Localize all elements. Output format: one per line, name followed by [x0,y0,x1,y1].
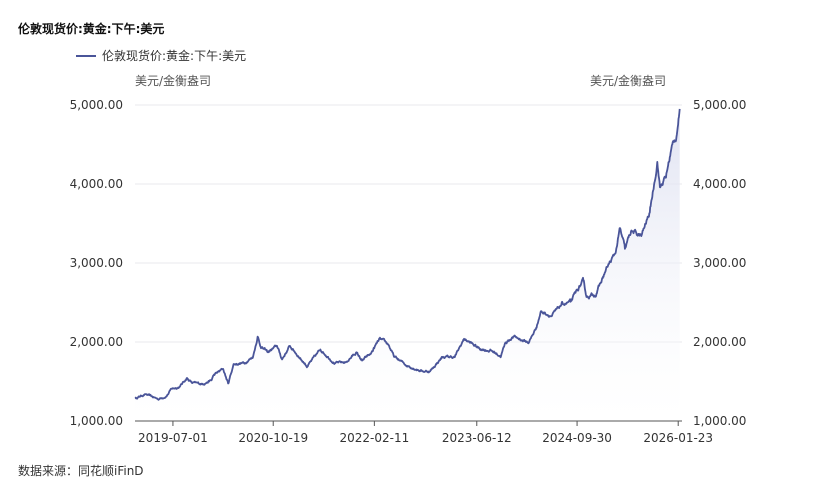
y-tick-left-label: 5,000.00 [70,98,123,112]
legend-label: 伦敦现货价:黄金:下午:美元 [102,49,247,63]
x-ticks: 2019-07-01 2020-10-19 2022-02-11 2023-06-12… [138,421,713,445]
series-area-fill [135,108,680,422]
y-tick-left-label: 3,000.00 [70,256,123,270]
y-tick-right-label: 5,000.00 [693,98,746,112]
y-tick-right-label: 2,000.00 [693,335,746,349]
y-tick-right-label: 3,000.00 [693,256,746,270]
series-line[interactable] [134,108,681,401]
y-ticks-left: 1,000.00 2,000.00 3,000.00 4,000.00 5,000.00 [70,98,123,428]
x-tick-label: 2019-07-01 [138,431,208,445]
y-tick-right-label: 4,000.00 [693,177,746,191]
y-tick-left-label: 4,000.00 [70,177,123,191]
series-area [135,108,680,422]
series-line-group [134,108,681,401]
y-tick-left-label: 2,000.00 [70,335,123,349]
y-tick-left-label: 1,000.00 [70,414,123,428]
x-tick-label: 2024-09-30 [542,431,612,445]
x-tick-label: 2020-10-19 [238,431,308,445]
chart-title: 伦敦现货价:黄金:下午:美元 [18,22,165,36]
x-tick-label: 2023-06-12 [442,431,512,445]
y-ticks-right: 1,000.00 2,000.00 3,000.00 4,000.00 5,000.00 [693,98,746,428]
y-tick-right-label: 1,000.00 [693,414,746,428]
legend-swatch [76,54,96,57]
right-axis-unit: 美元/金衡盎司 [590,74,667,88]
legend[interactable]: 伦敦现货价:黄金:下午:美元 [76,47,246,64]
left-axis-unit: 美元/金衡盎司 [135,74,212,88]
x-tick-label: 2022-02-11 [339,431,409,445]
data-source: 数据来源：同花顺iFinD [18,464,144,478]
x-tick-label: 2026-01-23 [643,431,713,445]
